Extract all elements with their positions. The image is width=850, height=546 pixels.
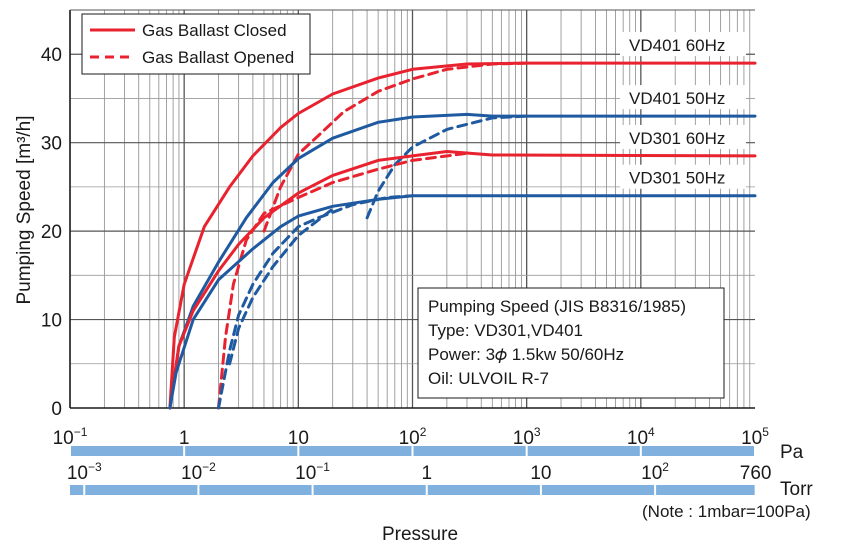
series-label-bg <box>620 164 746 189</box>
pa-scale-tick-label: 105 <box>741 425 769 449</box>
unit-note: (Note : 1mbar=100Pa) <box>642 502 811 521</box>
torr-scale-tick-label: 1 <box>421 463 432 484</box>
pa-scale-tick-label: 102 <box>399 425 427 449</box>
pa-scale-tick-label: 104 <box>627 425 655 449</box>
pa-scale: 10−1 1 10 102 103 104 105 <box>53 425 769 459</box>
y-tick-label: 0 <box>51 399 62 420</box>
series-label-bg <box>620 85 746 110</box>
series-label-bg <box>620 32 746 57</box>
x-axis-title: Pressure <box>382 524 458 545</box>
series-line-vd301-50hz-opened <box>228 207 335 366</box>
series-line-vd401-50hz-closed <box>168 112 757 410</box>
series-line-vd301-50hz-opened <box>217 194 414 410</box>
pa-scale-tick-label: 103 <box>513 425 541 449</box>
info-box: Pumping Speed (JIS B8316/1985) Type: VD3… <box>417 287 725 399</box>
torr-scale-tick-label: 10−2 <box>181 460 216 484</box>
torr-scale: 10−3 10−2 10−1 1 10 102 760 <box>67 460 772 498</box>
y-axis-ticks: 0 10 20 30 40 <box>41 45 62 420</box>
plot-frame <box>69 9 755 409</box>
series-line-vd301-50hz-closed <box>168 194 757 410</box>
legend-label-closed: Gas Ballast Closed <box>142 21 287 40</box>
torr-scale-tick-label: 10−3 <box>67 460 102 484</box>
y-tick-label: 10 <box>41 311 62 332</box>
series-line-vd301-60hz-opened <box>217 151 469 410</box>
torr-scale-tick-label: 760 <box>740 463 772 484</box>
y-axis-title: Pumping Speed [m³/h] <box>14 115 35 304</box>
torr-scale-tick-label: 10 <box>530 463 551 484</box>
torr-unit-label: Torr <box>780 479 813 500</box>
y-tick-label: 20 <box>41 222 62 243</box>
info-box-frame <box>417 287 725 399</box>
legend-box <box>81 13 311 75</box>
info-line-oil: Oil: ULVOIL R-7 <box>428 369 549 388</box>
y-tick-label: 40 <box>41 45 62 66</box>
torr-scale-tick-label: 102 <box>641 460 669 484</box>
info-line-power: Power: 3𝜙 1.5kw 50/60Hz <box>428 345 624 364</box>
series-labels: VD401 60Hz VD401 50Hz VD301 60Hz VD301 50Hz <box>620 32 746 189</box>
series-line-vd401-50hz-opened <box>365 114 529 220</box>
y-tick-label: 30 <box>41 134 62 155</box>
series-line-vd301-60hz-closed <box>168 150 757 410</box>
info-line-standard: Pumping Speed (JIS B8316/1985) <box>428 297 686 316</box>
series-label: VD301 50Hz <box>629 169 725 188</box>
series-label-bg <box>620 124 746 149</box>
legend-label-opened: Gas Ballast Opened <box>142 48 294 67</box>
series-label: VD401 60Hz <box>629 36 725 55</box>
series-layer <box>168 61 757 410</box>
pa-scale-tick-label: 1 <box>179 428 190 449</box>
pa-scale-tick-label: 10−1 <box>53 425 88 449</box>
series-label: VD301 60Hz <box>629 129 725 148</box>
torr-scale-bar <box>70 485 755 495</box>
series-line-vd401-60hz-opened <box>262 61 529 233</box>
info-line-type: Type: VD301,VD401 <box>428 321 583 340</box>
legend: Gas Ballast Closed Gas Ballast Opened <box>81 13 311 75</box>
pa-scale-tick-label: 10 <box>288 428 309 449</box>
series-line-vd401-60hz-closed <box>168 61 757 410</box>
pa-unit-label: Pa <box>780 442 804 463</box>
series-label: VD401 50Hz <box>629 89 725 108</box>
torr-scale-tick-label: 10−1 <box>295 460 330 484</box>
